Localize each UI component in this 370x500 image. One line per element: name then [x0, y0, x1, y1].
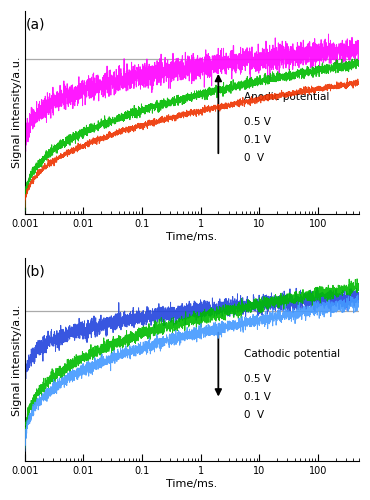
Text: (b): (b) — [26, 264, 46, 278]
X-axis label: Time/ms.: Time/ms. — [166, 232, 218, 241]
Text: 0  V: 0 V — [244, 410, 264, 420]
X-axis label: Time/ms.: Time/ms. — [166, 479, 218, 489]
Text: (a): (a) — [26, 17, 46, 31]
Y-axis label: Signal intensity/a.u.: Signal intensity/a.u. — [12, 57, 22, 168]
Text: Anodic potential: Anodic potential — [244, 92, 329, 102]
Text: 0.1 V: 0.1 V — [244, 135, 271, 145]
Text: 0.5 V: 0.5 V — [244, 118, 271, 128]
Text: Cathodic potential: Cathodic potential — [244, 349, 340, 359]
Text: 0.5 V: 0.5 V — [244, 374, 271, 384]
Text: 0  V: 0 V — [244, 153, 264, 163]
Y-axis label: Signal intensity/a.u.: Signal intensity/a.u. — [12, 304, 22, 416]
Text: 0.1 V: 0.1 V — [244, 392, 271, 402]
